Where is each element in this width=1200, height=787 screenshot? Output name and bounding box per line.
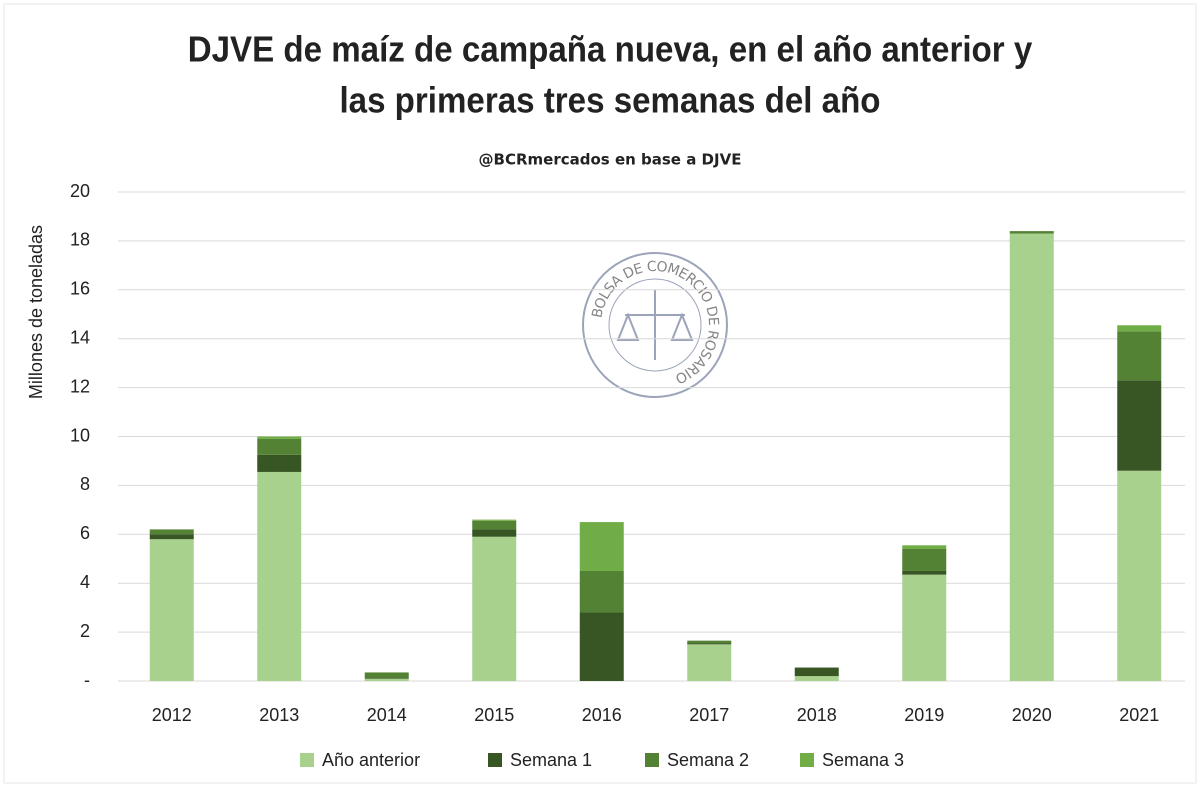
bar-segment xyxy=(902,548,947,571)
bar-segment xyxy=(472,519,517,521)
bar-segment xyxy=(257,436,302,439)
bar-segment xyxy=(1117,470,1162,681)
y-tick-label: 18 xyxy=(70,230,90,250)
bar-segment xyxy=(472,536,517,681)
bar-segment xyxy=(902,574,947,681)
bar-segment xyxy=(149,529,194,535)
legend-swatch xyxy=(300,753,314,767)
bar-segment xyxy=(149,539,194,681)
bar-segment xyxy=(579,612,624,681)
watermark-ring xyxy=(608,278,702,372)
y-tick-label: - xyxy=(84,670,90,690)
chart-title: DJVE de maíz de campaña nueva, en el año… xyxy=(188,30,1033,70)
y-tick-label: 6 xyxy=(80,523,90,543)
bar-segment xyxy=(687,643,732,645)
bar-segment xyxy=(687,640,732,644)
legend-swatch xyxy=(645,753,659,767)
bar-segment xyxy=(794,667,839,677)
x-tick-label: 2013 xyxy=(259,705,299,725)
x-tick-label: 2012 xyxy=(152,705,192,725)
bar-segment xyxy=(472,520,517,530)
bar-segment xyxy=(902,545,947,549)
watermark-emblem xyxy=(616,290,694,360)
y-tick-label: 2 xyxy=(80,621,90,641)
y-tick-label: 20 xyxy=(70,181,90,201)
bar-segment xyxy=(364,672,409,678)
bar-segment xyxy=(472,529,517,537)
legend-label: Semana 2 xyxy=(667,750,749,770)
bar-segment xyxy=(1117,331,1162,381)
bar-segment xyxy=(364,677,409,679)
x-tick-label: 2020 xyxy=(1012,705,1052,725)
y-tick-label: 12 xyxy=(70,376,90,396)
y-tick-label: 14 xyxy=(70,327,90,347)
x-tick-label: 2021 xyxy=(1119,705,1159,725)
chart-title: las primeras tres semanas del año xyxy=(339,81,880,121)
chart-subtitle: @BCRmercados en base a DJVE xyxy=(479,151,742,169)
y-tick-label: 10 xyxy=(70,425,90,445)
y-tick-label: 8 xyxy=(80,474,90,494)
x-tick-label: 2019 xyxy=(904,705,944,725)
bar-segment xyxy=(257,438,302,455)
legend-label: Semana 1 xyxy=(510,750,592,770)
legend-swatch xyxy=(488,753,502,767)
bar-segment xyxy=(1009,233,1054,681)
bar-segment xyxy=(579,522,624,571)
legend-label: Semana 3 xyxy=(822,750,904,770)
bar-segment xyxy=(257,454,302,472)
bar-segment xyxy=(902,570,947,575)
bar-segment xyxy=(579,570,624,613)
bar-segment xyxy=(687,644,732,681)
bar-segment xyxy=(364,678,409,681)
x-tick-label: 2017 xyxy=(689,705,729,725)
legend-label: Año anterior xyxy=(322,750,420,770)
bar-segment xyxy=(794,676,839,681)
y-tick-label: 16 xyxy=(70,279,90,299)
x-tick-label: 2018 xyxy=(797,705,837,725)
watermark-ring xyxy=(582,252,728,398)
legend-swatch xyxy=(800,753,814,767)
y-tick-label: 4 xyxy=(80,572,90,592)
bar-segment xyxy=(1009,231,1054,234)
bar-segment xyxy=(1117,380,1162,471)
x-tick-label: 2015 xyxy=(474,705,514,725)
x-tick-label: 2014 xyxy=(367,705,407,725)
bar-segment xyxy=(257,471,302,681)
bar-segment xyxy=(149,534,194,540)
bar-segment xyxy=(1117,325,1162,332)
x-tick-label: 2016 xyxy=(582,705,622,725)
y-axis-label: Millones de toneladas xyxy=(26,225,46,399)
